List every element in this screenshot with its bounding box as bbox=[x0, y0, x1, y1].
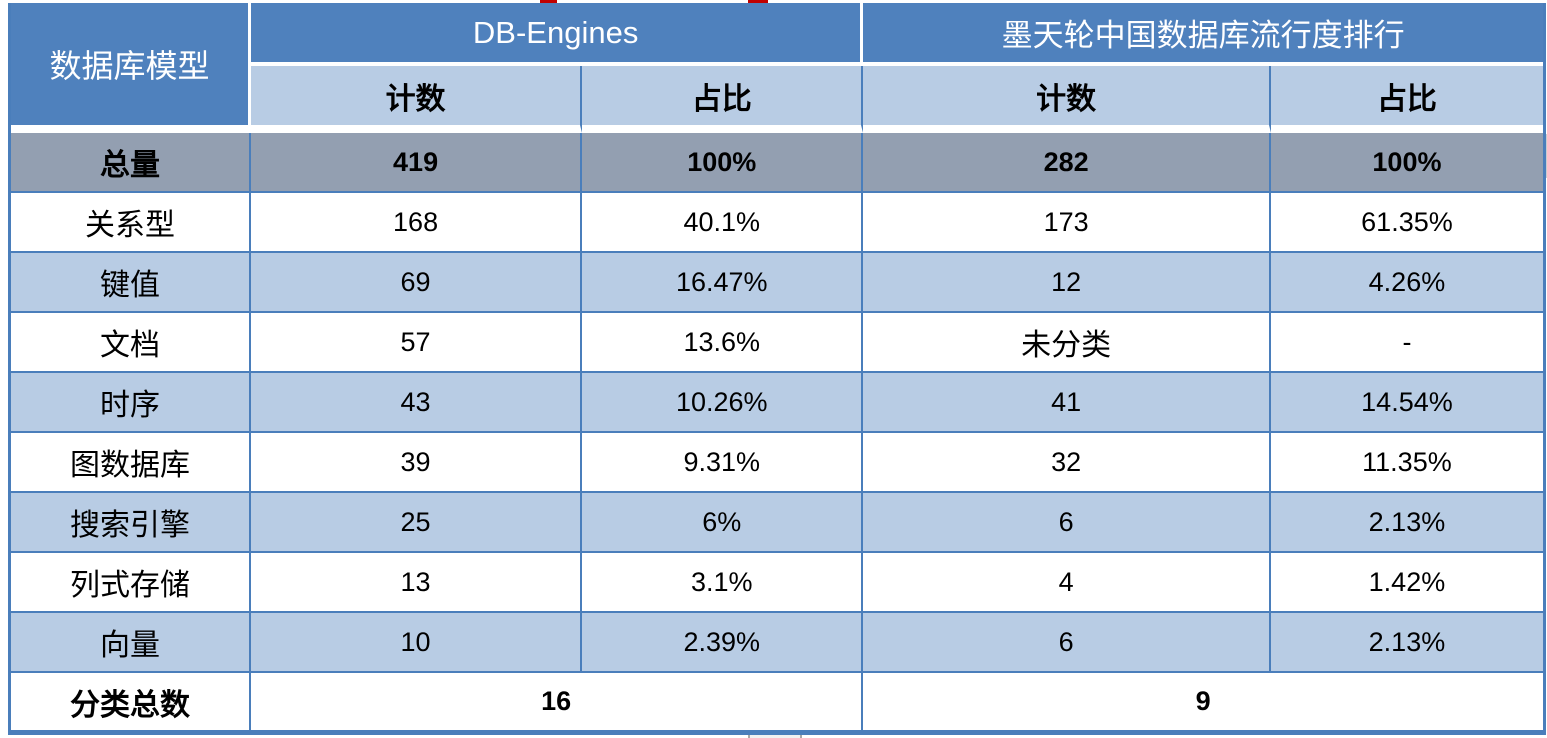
db-pct-cell: 16.47% bbox=[582, 253, 864, 313]
mt-pct-cell: 2.13% bbox=[1270, 493, 1543, 553]
mt-pct-cell: 4.26% bbox=[1270, 253, 1543, 313]
red-text-fragment bbox=[540, 0, 557, 3]
mt-count-cell: 282 bbox=[863, 133, 1271, 193]
row-label: 搜索引擎 bbox=[11, 493, 251, 553]
mt-count-cell: 173 bbox=[863, 193, 1271, 253]
mt-count-cell: 6 bbox=[863, 613, 1271, 673]
mt-count-cell: 6 bbox=[863, 493, 1271, 553]
mt-count-cell: 未分类 bbox=[863, 313, 1271, 373]
mt-count-cell: 32 bbox=[863, 433, 1271, 493]
row-label: 键值 bbox=[11, 253, 251, 313]
db-pct-cell: 9.31% bbox=[582, 433, 864, 493]
db-pct-cell: 13.6% bbox=[582, 313, 864, 373]
row-label: 向量 bbox=[11, 613, 251, 673]
footer-label: 分类总数 bbox=[11, 673, 251, 730]
db-count-cell: 419 bbox=[250, 133, 583, 193]
group-header-row: 数据库模型 DB-Engines 墨天轮中国数据库流行度排行 bbox=[11, 3, 1543, 133]
db-count-cell: 39 bbox=[250, 433, 583, 493]
row-label: 列式存储 bbox=[11, 553, 251, 613]
mt-count-cell: 4 bbox=[863, 553, 1271, 613]
sub-header-mt-pct: 占比 bbox=[1270, 66, 1543, 133]
db-count-cell: 43 bbox=[250, 373, 583, 433]
row-label: 文档 bbox=[11, 313, 251, 373]
database-model-comparison-table: 数据库模型 DB-Engines 墨天轮中国数据库流行度排行 计数 占比 计数 … bbox=[8, 3, 1546, 735]
red-text-fragment bbox=[748, 0, 768, 3]
table-row: 列式存储 13 3.1% 4 1.42% bbox=[11, 553, 1543, 613]
table-row: 图数据库 39 9.31% 32 11.35% bbox=[11, 433, 1543, 493]
mt-pct-cell: 14.54% bbox=[1270, 373, 1543, 433]
db-pct-cell: 2.39% bbox=[582, 613, 864, 673]
scrollbar-fragment bbox=[748, 732, 802, 738]
mt-pct-cell: 2.13% bbox=[1270, 613, 1543, 673]
db-pct-cell: 3.1% bbox=[582, 553, 864, 613]
db-count-cell: 69 bbox=[250, 253, 583, 313]
footer-db-total: 16 bbox=[250, 673, 864, 730]
db-count-cell: 57 bbox=[250, 313, 583, 373]
footer-mt-total: 9 bbox=[863, 673, 1543, 730]
row-label: 总量 bbox=[11, 133, 251, 193]
mt-pct-cell: 100% bbox=[1270, 133, 1543, 193]
sub-header-db-pct: 占比 bbox=[582, 66, 864, 133]
table-row: 文档 57 13.6% 未分类 - bbox=[11, 313, 1543, 373]
table-row: 关系型 168 40.1% 173 61.35% bbox=[11, 193, 1543, 253]
db-pct-cell: 100% bbox=[582, 133, 864, 193]
db-pct-cell: 40.1% bbox=[582, 193, 864, 253]
group-header-db-engines: DB-Engines bbox=[250, 3, 864, 66]
db-count-cell: 168 bbox=[250, 193, 583, 253]
group-header-motianlun: 墨天轮中国数据库流行度排行 bbox=[863, 3, 1543, 66]
mt-count-cell: 41 bbox=[863, 373, 1271, 433]
mt-pct-cell: - bbox=[1270, 313, 1543, 373]
table-row: 搜索引擎 25 6% 6 2.13% bbox=[11, 493, 1543, 553]
mt-pct-cell: 11.35% bbox=[1270, 433, 1543, 493]
db-pct-cell: 10.26% bbox=[582, 373, 864, 433]
row-label: 图数据库 bbox=[11, 433, 251, 493]
mt-pct-cell: 61.35% bbox=[1270, 193, 1543, 253]
db-pct-cell: 6% bbox=[582, 493, 864, 553]
row-label: 时序 bbox=[11, 373, 251, 433]
table-row: 总量 419 100% 282 100% bbox=[11, 133, 1543, 193]
table-row: 时序 43 10.26% 41 14.54% bbox=[11, 373, 1543, 433]
table-row: 键值 69 16.47% 12 4.26% bbox=[11, 253, 1543, 313]
footer-row: 分类总数 16 9 bbox=[11, 673, 1543, 730]
row-label: 关系型 bbox=[11, 193, 251, 253]
mt-pct-cell: 1.42% bbox=[1270, 553, 1543, 613]
db-count-cell: 13 bbox=[250, 553, 583, 613]
db-count-cell: 25 bbox=[250, 493, 583, 553]
table-row: 向量 10 2.39% 6 2.13% bbox=[11, 613, 1543, 673]
mt-count-cell: 12 bbox=[863, 253, 1271, 313]
corner-header-cell: 数据库模型 bbox=[11, 3, 251, 133]
sub-header-row: 计数 占比 计数 占比 bbox=[11, 66, 1543, 133]
sub-header-mt-count: 计数 bbox=[863, 66, 1271, 133]
sub-header-db-count: 计数 bbox=[250, 66, 583, 133]
db-count-cell: 10 bbox=[250, 613, 583, 673]
